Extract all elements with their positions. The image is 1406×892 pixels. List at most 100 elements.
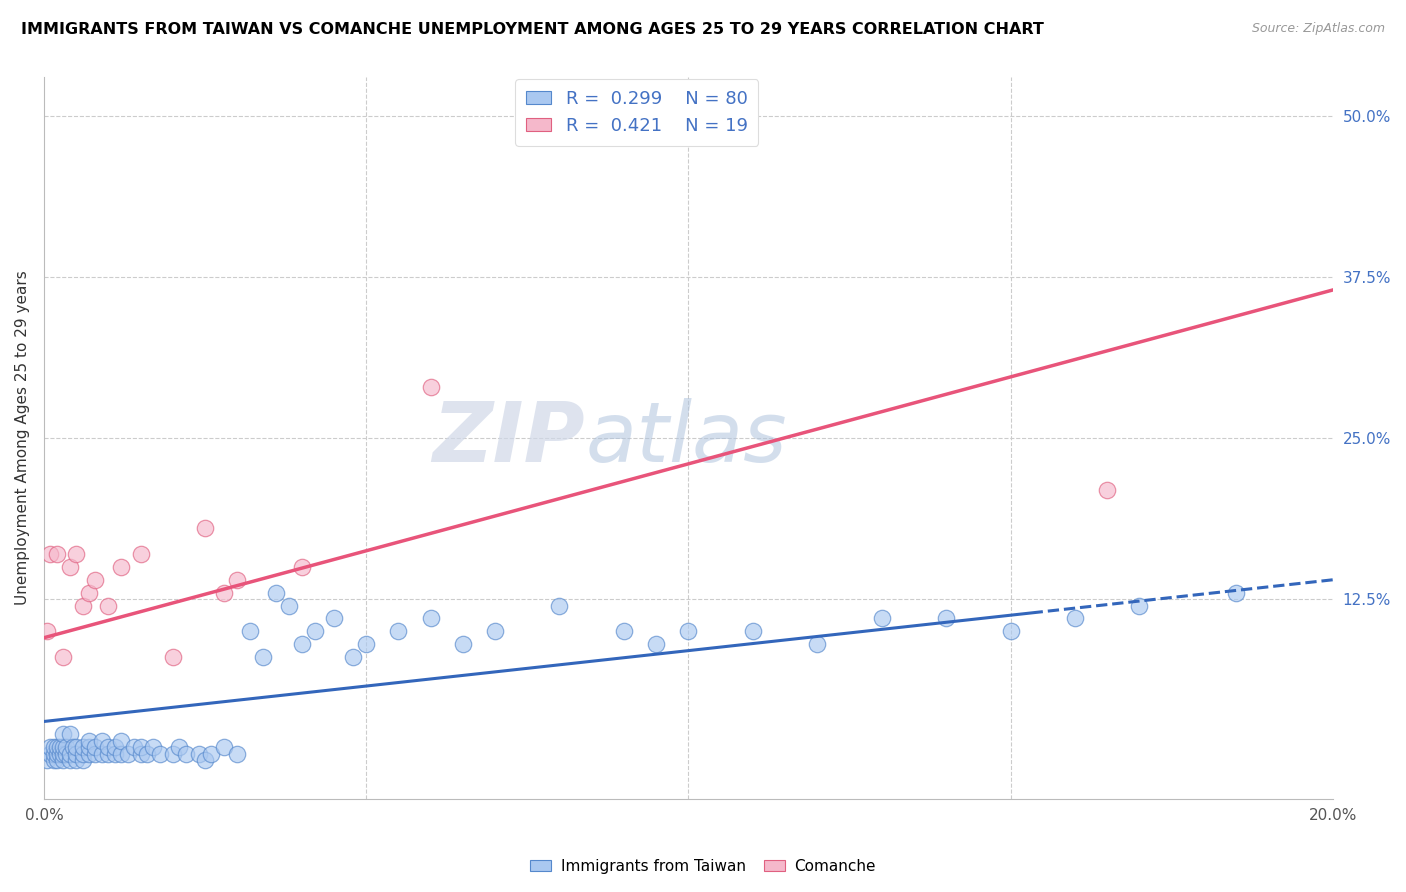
Point (613, 624, 636, 639)
Point (65, 547, 87, 561)
Point (129, 747, 152, 761)
Point (45, 747, 67, 761)
Point (226, 573, 249, 587)
Point (419, 611, 441, 625)
Point (42, 740, 65, 755)
Point (1225, 585, 1247, 599)
Point (55, 747, 77, 761)
Point (484, 624, 506, 639)
Point (97, 599, 120, 613)
Legend: R =  0.299    N = 80, R =  0.421    N = 19: R = 0.299 N = 80, R = 0.421 N = 19 (515, 79, 758, 146)
Point (387, 624, 409, 639)
Point (39, 547, 62, 561)
Point (419, 379, 441, 393)
Point (1095, 483, 1118, 497)
Point (90, 747, 112, 761)
Point (42, 753, 65, 767)
Point (77, 747, 100, 761)
Point (342, 650, 364, 665)
Point (72, 747, 94, 761)
Point (49, 740, 72, 755)
Point (77, 740, 100, 755)
Point (548, 599, 571, 613)
Point (200, 747, 222, 761)
Point (37, 753, 59, 767)
Point (322, 611, 344, 625)
Point (291, 637, 314, 651)
Point (104, 747, 127, 761)
Point (142, 740, 165, 755)
Point (52, 740, 75, 755)
Point (52, 650, 75, 665)
Point (122, 740, 145, 755)
Point (304, 624, 326, 639)
Point (194, 521, 217, 535)
Text: ZIP: ZIP (433, 398, 585, 479)
Point (1128, 599, 1150, 613)
Point (59, 727, 82, 741)
Point (65, 753, 87, 767)
Point (39, 740, 62, 755)
Point (77, 585, 100, 599)
Text: atlas: atlas (585, 398, 787, 479)
Point (97, 747, 120, 761)
Point (52, 727, 75, 741)
Point (645, 637, 668, 651)
Point (194, 753, 217, 767)
Point (52, 747, 75, 761)
Point (104, 740, 127, 755)
Point (214, 585, 236, 599)
Point (451, 637, 474, 651)
Point (110, 560, 132, 574)
Point (136, 747, 159, 761)
Text: Source: ZipAtlas.com: Source: ZipAtlas.com (1251, 22, 1385, 36)
Point (129, 547, 152, 561)
Point (59, 747, 82, 761)
Point (45, 547, 67, 561)
Point (77, 733, 100, 747)
Y-axis label: Unemployment Among Ages 25 to 29 years: Unemployment Among Ages 25 to 29 years (15, 271, 30, 606)
Point (72, 740, 94, 755)
Point (174, 747, 197, 761)
Point (42, 747, 65, 761)
Point (59, 753, 82, 767)
Point (354, 637, 377, 651)
Text: IMMIGRANTS FROM TAIWAN VS COMANCHE UNEMPLOYMENT AMONG AGES 25 TO 29 YEARS CORREL: IMMIGRANTS FROM TAIWAN VS COMANCHE UNEMP… (21, 22, 1045, 37)
Point (214, 740, 236, 755)
Point (1064, 611, 1087, 625)
Point (62, 740, 84, 755)
Point (110, 747, 132, 761)
Point (187, 747, 209, 761)
Point (252, 650, 274, 665)
Point (806, 637, 828, 651)
Point (149, 747, 172, 761)
Point (741, 624, 763, 639)
Point (52, 753, 75, 767)
Point (1000, 624, 1022, 639)
Point (84, 740, 107, 755)
Point (870, 611, 893, 625)
Point (72, 599, 94, 613)
Point (226, 747, 249, 761)
Point (49, 747, 72, 761)
Point (45, 740, 67, 755)
Point (45, 753, 67, 767)
Point (55, 740, 77, 755)
Point (65, 740, 87, 755)
Point (167, 740, 190, 755)
Point (277, 599, 299, 613)
Legend: Immigrants from Taiwan, Comanche: Immigrants from Taiwan, Comanche (524, 853, 882, 880)
Point (97, 740, 120, 755)
Point (90, 733, 112, 747)
Point (39, 747, 62, 761)
Point (162, 650, 184, 665)
Point (239, 624, 262, 639)
Point (162, 747, 184, 761)
Point (84, 747, 107, 761)
Point (37, 624, 59, 639)
Point (678, 624, 700, 639)
Point (110, 733, 132, 747)
Point (59, 560, 82, 574)
Point (117, 747, 139, 761)
Point (84, 573, 107, 587)
